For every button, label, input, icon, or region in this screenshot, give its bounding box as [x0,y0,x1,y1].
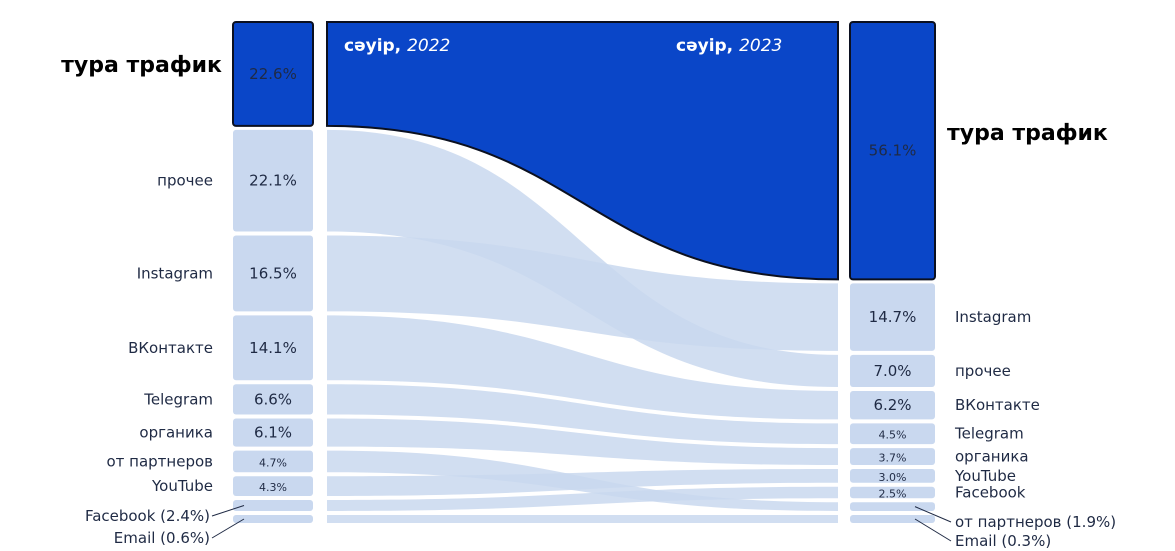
left-node-partners [233,450,313,473]
left-period-title: сәуір, 2022 [344,36,450,56]
right-node-instagram [850,283,935,351]
right-node-vk [850,390,935,420]
right-value-other: 7.0% [873,362,911,380]
right-value-facebook: 2.5% [879,488,907,501]
left-value-direct: 22.6% [249,65,297,83]
left-label-vk: ВКонтакте [128,339,213,357]
labels-layer: тура трафик прочее Instagram ВКонтакте Teleg… [61,53,1116,550]
right-node-direct [849,21,936,281]
left-value-instagram: 16.5% [249,264,297,282]
flow-organic [327,418,838,466]
right-period-title: сәуір, 2023 [676,36,782,56]
left-value-partners: 4.7% [259,456,287,469]
left-node-organic [233,418,313,447]
nodes-layer: 22.6% 22.1% 16.5% 14.1% 6.6% 6.1% 4.7% 4.3% 56.1… [232,21,936,523]
left-label-facebook: Facebook (2.4%) [85,507,210,525]
flow-facebook [327,486,838,511]
left-label-telegram: Telegram [143,390,213,408]
right-label-vk: ВКонтакте [955,396,1040,414]
flow-other [327,129,838,387]
left-node-direct [232,21,314,127]
flows-layer [326,20,839,523]
left-node-other [233,129,313,232]
left-label-other: прочее [157,172,213,190]
left-leader-facebook [211,505,245,517]
flow-instagram [327,235,838,351]
left-leader-email [211,518,245,539]
left-label-organic: органика [139,424,213,442]
left-label-instagram: Instagram [137,264,213,282]
right-label-email: Email (0.3%) [955,532,1051,550]
left-value-youtube: 4.3% [259,481,287,494]
flow-direct [326,20,839,281]
right-leader-email [914,518,952,542]
right-value-telegram: 4.5% [879,429,907,442]
right-node-other [850,354,935,387]
left-node-telegram [233,384,313,415]
left-value-other: 22.1% [249,172,297,190]
left-node-instagram [233,235,313,312]
left-label-partners: от партнеров [106,452,213,470]
flow-youtube [327,469,838,496]
flow-email [327,515,838,523]
left-label-youtube: YouTube [151,477,213,495]
right-label-other: прочее [955,362,1011,380]
flow-telegram [327,384,838,445]
right-label-instagram: Instagram [955,308,1031,326]
right-value-direct: 56.1% [869,142,917,160]
left-value-telegram: 6.6% [254,390,292,408]
left-node-email [233,515,313,523]
left-value-vk: 14.1% [249,339,297,357]
left-label-direct: тура трафик [61,53,222,78]
right-node-email [850,515,935,523]
right-label-youtube: YouTube [954,467,1016,485]
right-value-youtube: 3.0% [879,471,907,484]
right-node-youtube [850,469,935,483]
right-node-telegram [850,423,935,445]
right-label-partners: от партнеров (1.9%) [955,513,1116,531]
right-label-organic: органика [955,448,1029,466]
left-node-youtube [233,476,313,496]
left-node-vk [233,315,313,381]
left-value-organic: 6.1% [254,424,292,442]
left-label-email: Email (0.6%) [114,529,210,547]
right-node-organic [850,448,935,466]
right-leader-partners [914,506,952,523]
right-node-facebook [850,486,935,499]
flow-vk [327,315,838,420]
right-label-telegram: Telegram [954,425,1024,443]
right-node-partners [850,502,935,511]
left-node-facebook [233,499,313,511]
right-value-instagram: 14.7% [869,308,917,326]
right-value-vk: 6.2% [873,396,911,414]
right-label-facebook: Facebook [955,484,1026,502]
right-label-direct: тура трафик [947,121,1108,146]
right-value-organic: 3.7% [879,452,907,465]
